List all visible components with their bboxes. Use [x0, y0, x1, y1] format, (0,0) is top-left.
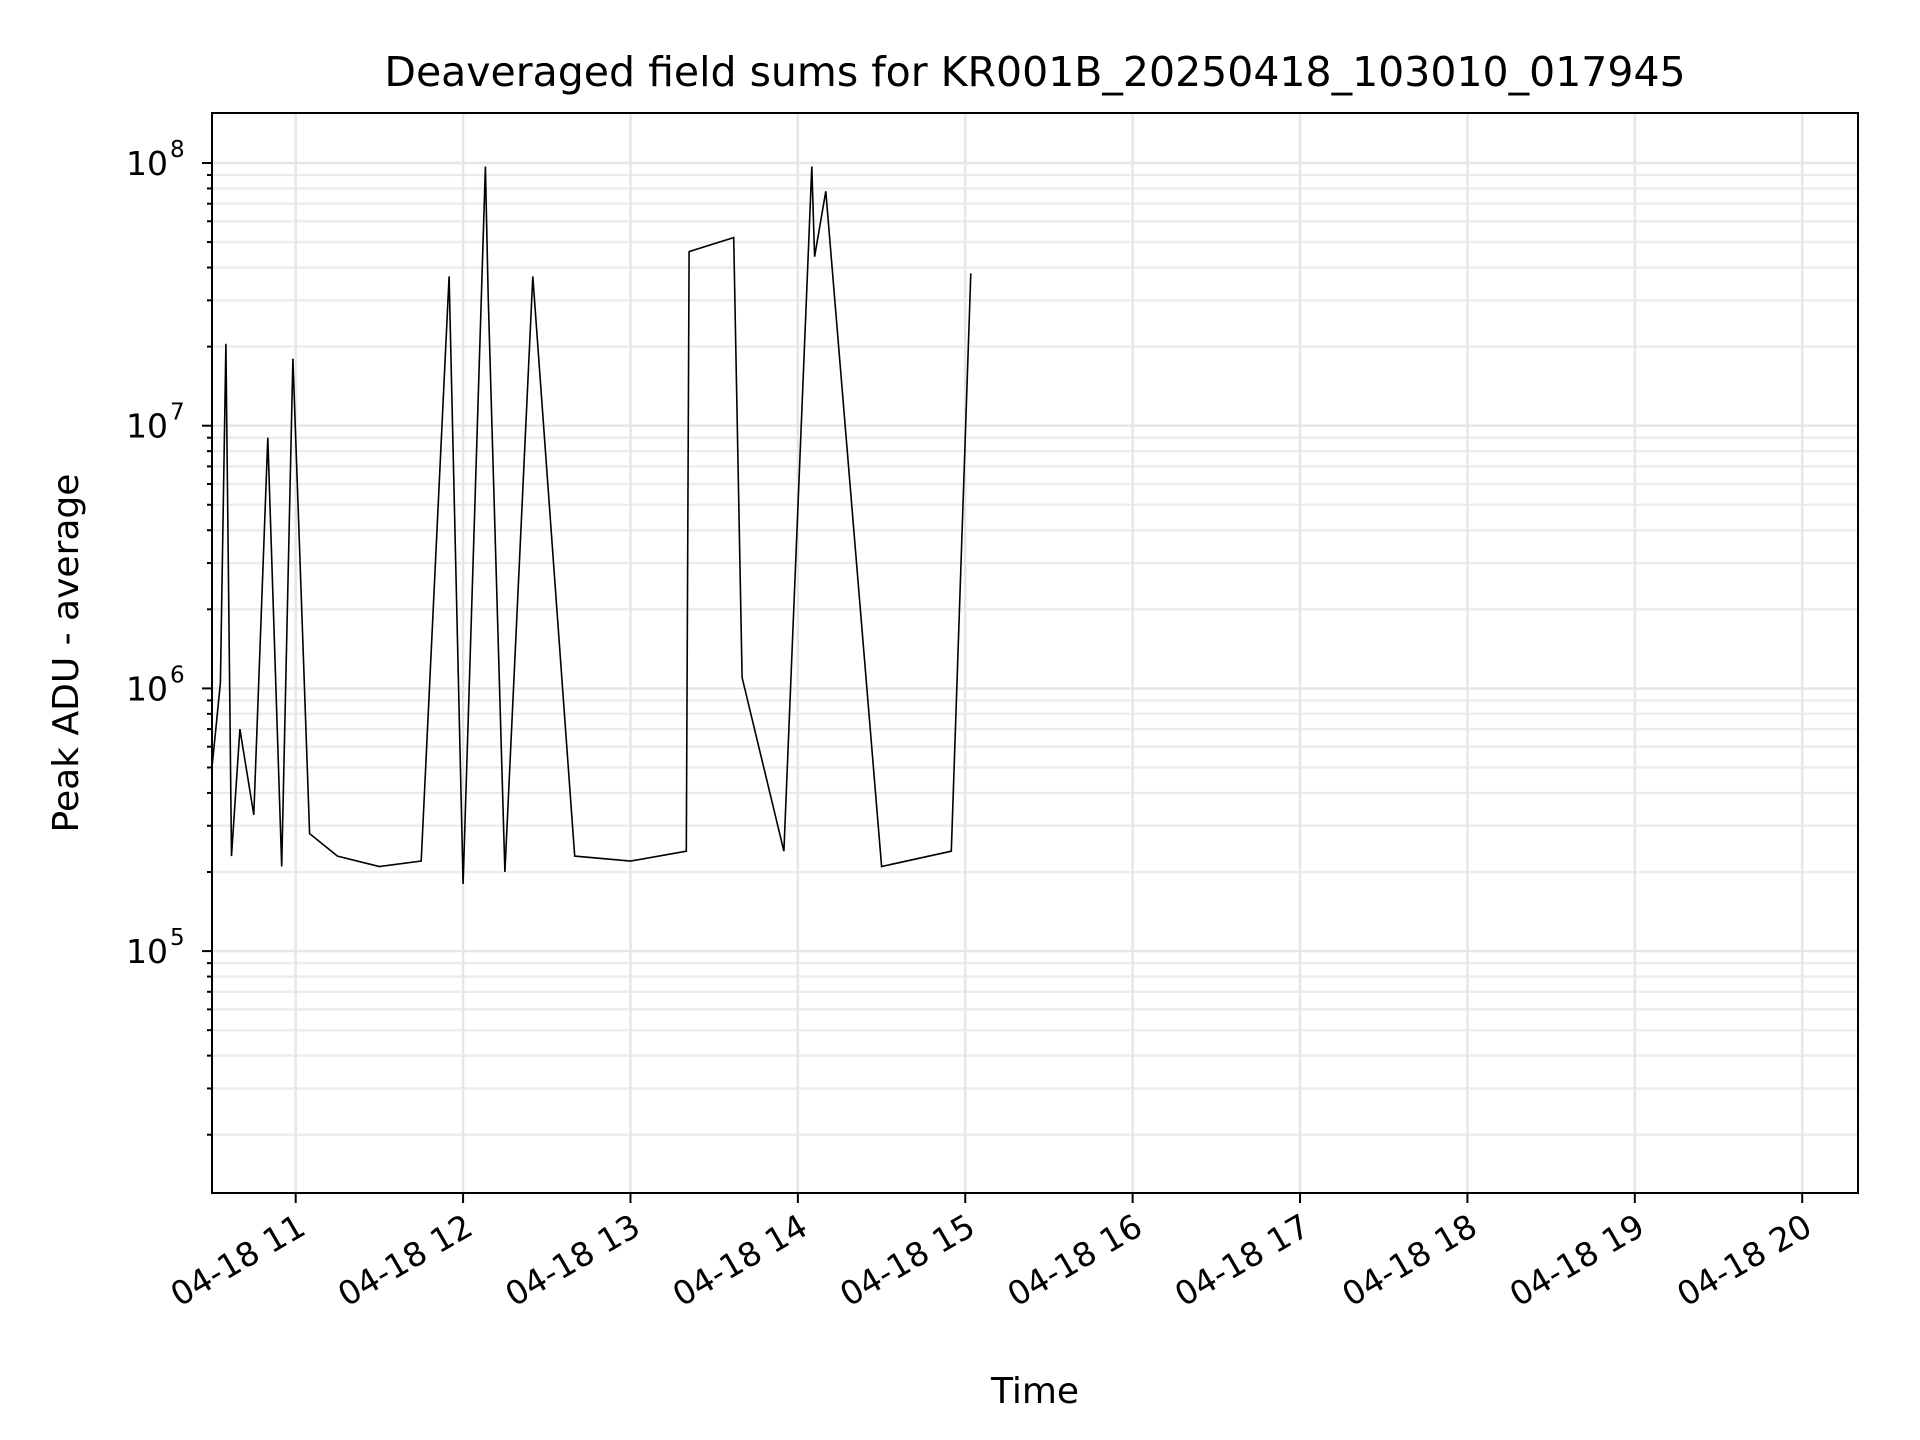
- y-tick-label-exponent: 6: [170, 662, 185, 688]
- grid: [212, 113, 1858, 1193]
- data-series: [211, 166, 972, 885]
- y-tick-label: 10: [126, 144, 168, 183]
- plot-frame: [211, 112, 1859, 1194]
- y-tick-label-exponent: 8: [170, 137, 185, 163]
- y-tick-label-exponent: 7: [170, 400, 185, 426]
- x-axis-label: Time: [990, 1371, 1079, 1412]
- y-tick-label-exponent: 5: [170, 925, 185, 951]
- y-axis-label: Peak ADU - average: [46, 474, 87, 833]
- y-tick-label: 10: [126, 407, 168, 446]
- y-tick-label: 10: [126, 669, 168, 708]
- y-tick-label: 10: [126, 932, 168, 971]
- data-line: [211, 166, 972, 885]
- chart-title: Deaveraged field sums for KR001B_2025041…: [384, 48, 1685, 96]
